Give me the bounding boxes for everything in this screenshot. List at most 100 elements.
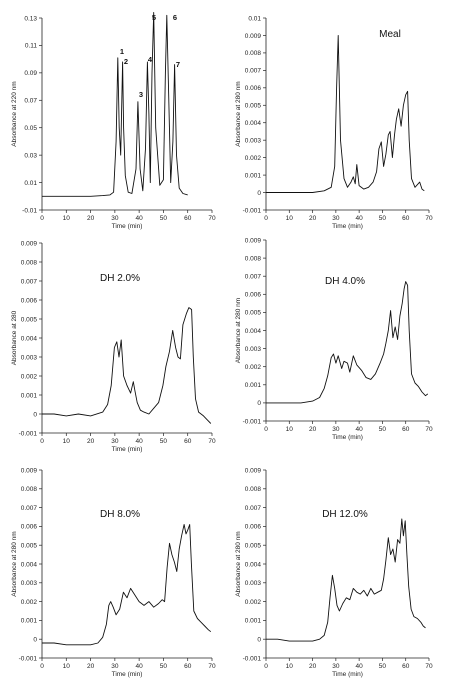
y-tick-label: 0.001 (245, 172, 262, 179)
x-tick-label: 40 (136, 663, 144, 670)
y-tick-label: 0.004 (245, 120, 262, 127)
y-tick-label: 0.003 (21, 580, 38, 587)
x-tick-label: 60 (184, 215, 192, 222)
y-tick-label: 0.007 (245, 274, 262, 281)
y-tick-label: -0.001 (243, 418, 262, 425)
x-tick-label: 60 (184, 438, 192, 445)
y-tick-label: 0.007 (245, 68, 262, 75)
y-tick-label: 0 (257, 190, 261, 197)
y-tick-label: 0.008 (245, 486, 262, 493)
y-axis-title: Absorbance at 280 nm (235, 81, 242, 146)
y-tick-label: 0.13 (24, 15, 37, 22)
x-tick-label: 20 (309, 215, 317, 222)
y-tick-label: 0.01 (24, 180, 37, 187)
y-axis-title: Absorbance at 280 (11, 310, 18, 365)
y-tick-label: 0.003 (245, 137, 262, 144)
x-tick-label: 70 (208, 215, 216, 222)
y-tick-label: 0.001 (245, 618, 262, 625)
y-tick-label: 0.008 (21, 259, 38, 266)
y-tick-label: 0.01 (248, 15, 261, 22)
y-tick-label: 0.009 (245, 33, 262, 40)
y-tick-label: 0.03 (24, 152, 37, 159)
y-tick-label: 0.11 (25, 43, 38, 50)
x-tick-label: 20 (87, 438, 95, 445)
x-tick-label: 10 (63, 215, 71, 222)
x-tick-label: 0 (264, 426, 268, 433)
y-tick-label: 0.004 (21, 561, 38, 568)
x-axis-title: Time (min) (332, 434, 363, 441)
x-tick-label: 50 (160, 438, 168, 445)
x-tick-label: 20 (87, 663, 95, 670)
y-tick-label: 0.006 (21, 297, 38, 304)
x-tick-label: 30 (111, 438, 119, 445)
chart-panel-4: -0.00100.0010.0020.0030.0040.0050.0060.0… (235, 237, 433, 441)
x-tick-label: 50 (379, 215, 387, 222)
x-axis-title: Time (min) (112, 223, 143, 230)
panel-title: DH 4.0% (325, 276, 365, 287)
y-tick-label: 0.004 (245, 328, 262, 335)
x-axis-title: Time (min) (112, 446, 143, 453)
x-tick-label: 10 (63, 438, 71, 445)
x-tick-label: 0 (40, 663, 44, 670)
y-tick-label: 0.005 (21, 316, 38, 323)
y-tick-label: 0.009 (21, 467, 38, 474)
y-tick-label: 0.005 (245, 103, 262, 110)
x-tick-label: 0 (264, 215, 268, 222)
y-tick-label: -0.001 (243, 655, 262, 662)
y-axis-title: Absorbance at 280 nm (235, 298, 242, 363)
y-tick-label: -0.001 (19, 655, 38, 662)
y-tick-label: 0.07 (24, 98, 37, 105)
panel-title: DH 12.0% (322, 509, 368, 520)
peak-label-7: 7 (176, 60, 180, 69)
x-tick-label: 20 (309, 426, 317, 433)
x-axis-title: Time (min) (332, 223, 363, 230)
x-tick-label: 10 (286, 426, 294, 433)
x-tick-label: 0 (40, 215, 44, 222)
x-tick-label: 70 (425, 215, 433, 222)
y-tick-label: -0.001 (243, 207, 262, 214)
y-tick-label: 0.003 (245, 346, 262, 353)
x-tick-label: 30 (332, 215, 340, 222)
y-tick-label: 0.006 (245, 85, 262, 92)
y-tick-label: 0.002 (245, 155, 262, 162)
y-tick-label: 0.002 (21, 373, 38, 380)
x-tick-label: 50 (160, 663, 168, 670)
y-tick-label: 0.009 (245, 467, 262, 474)
peak-label-4: 4 (148, 55, 153, 64)
x-tick-label: 20 (309, 663, 317, 670)
x-tick-label: 40 (136, 438, 144, 445)
chromatogram-trace (42, 524, 212, 646)
y-tick-label: 0.007 (21, 505, 38, 512)
y-tick-label: 0.003 (21, 354, 38, 361)
y-tick-label: -0.01 (22, 207, 37, 214)
y-tick-label: 0.009 (21, 240, 38, 247)
x-tick-label: 30 (111, 663, 119, 670)
x-tick-label: 30 (111, 215, 119, 222)
chromatogram-trace (266, 518, 426, 642)
y-tick-label: 0.007 (245, 505, 262, 512)
y-tick-label: 0.001 (21, 618, 38, 625)
y-tick-label: 0 (257, 637, 261, 644)
y-tick-label: 0.005 (245, 310, 262, 317)
y-tick-label: 0.05 (24, 125, 37, 132)
y-tick-label: 0 (33, 637, 37, 644)
y-tick-label: 0.006 (245, 292, 262, 299)
y-tick-label: 0.002 (21, 599, 38, 606)
y-tick-label: 0.009 (245, 237, 262, 244)
y-tick-label: 0.008 (21, 486, 38, 493)
x-tick-label: 40 (356, 663, 364, 670)
x-axis-title: Time (min) (332, 671, 363, 678)
x-tick-label: 70 (208, 438, 216, 445)
chromatogram-trace (266, 35, 425, 193)
x-tick-label: 20 (87, 215, 95, 222)
y-tick-label: 0.004 (21, 335, 38, 342)
x-tick-label: 10 (286, 663, 294, 670)
chromatogram-trace (42, 12, 188, 197)
chart-panel-5: -0.00100.0010.0020.0030.0040.0050.0060.0… (11, 467, 216, 678)
y-tick-label: 0.006 (245, 524, 262, 531)
y-axis-title: Absorbance at 220 nm (11, 81, 18, 146)
panel-title: DH 8.0% (100, 509, 140, 520)
x-tick-label: 30 (332, 426, 340, 433)
x-tick-label: 60 (402, 426, 410, 433)
